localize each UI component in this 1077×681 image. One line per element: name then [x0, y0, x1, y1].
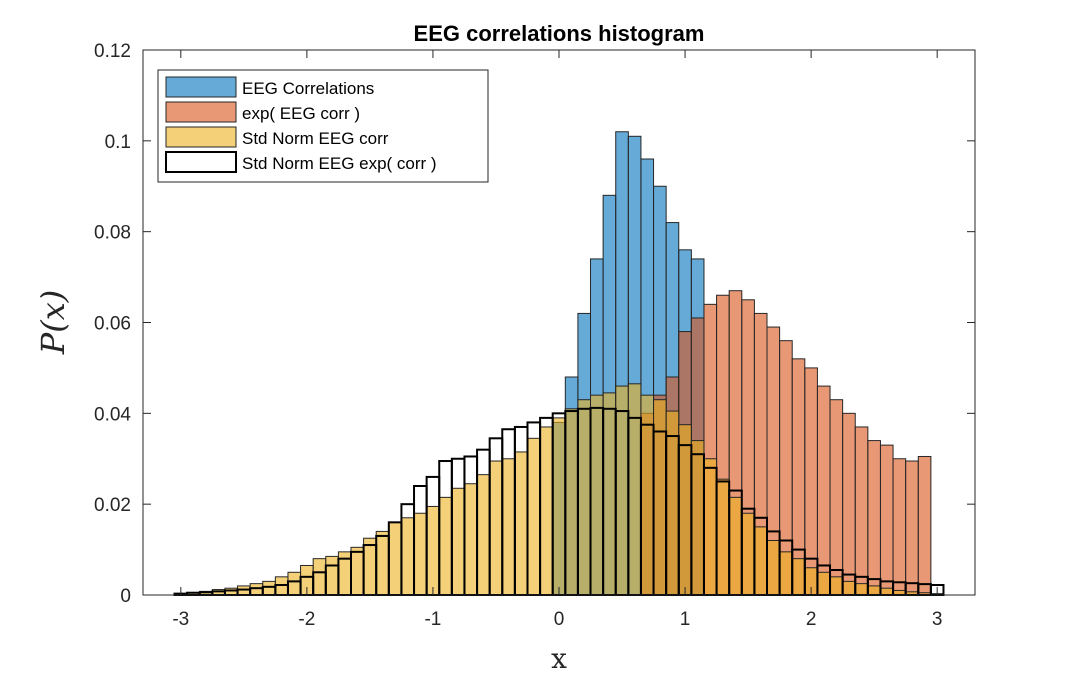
- histogram-bar: [879, 444, 894, 596]
- legend-label: EEG Correlations: [242, 79, 374, 98]
- histogram-bar: [526, 437, 541, 596]
- histogram-bar: [627, 383, 642, 596]
- histogram-bar: [816, 571, 831, 596]
- histogram-bar: [829, 399, 844, 596]
- histogram-bar: [615, 385, 629, 596]
- histogram-bar: [426, 505, 440, 596]
- y-tick-label: 0.02: [94, 495, 131, 516]
- histogram-bar: [476, 474, 491, 596]
- x-tick-label: -2: [298, 609, 315, 630]
- histogram-bar: [514, 451, 528, 596]
- histogram-bar: [753, 526, 768, 596]
- histogram-bar: [501, 458, 516, 596]
- histogram-bar: [804, 367, 818, 596]
- histogram-bar: [388, 521, 402, 596]
- x-tick-label: -1: [424, 609, 441, 630]
- histogram-bar: [816, 385, 831, 596]
- legend-swatch: [165, 76, 237, 98]
- histogram-bar: [791, 558, 806, 596]
- histogram-bar: [451, 487, 465, 596]
- histogram-bar: [703, 458, 718, 596]
- x-tick-label: 3: [932, 609, 943, 630]
- histogram-bar: [842, 580, 856, 596]
- histogram-bar: [539, 426, 554, 596]
- y-tick-label: 0: [120, 586, 131, 607]
- histogram-bar: [905, 460, 919, 596]
- legend-label: Std Norm EEG corr: [242, 129, 389, 148]
- histogram-bar: [879, 587, 894, 596]
- histogram-bar: [653, 399, 667, 596]
- histogram-bar: [577, 399, 592, 596]
- legend-swatch: [165, 151, 237, 173]
- histogram-bar: [779, 551, 793, 596]
- histogram-bar: [463, 483, 478, 596]
- histogram-bar: [842, 412, 856, 596]
- histogram-bar: [917, 455, 932, 596]
- histogram-bar: [287, 571, 302, 596]
- histogram-bar: [312, 558, 327, 596]
- histogram-bar: [690, 440, 705, 596]
- histogram-bar: [741, 512, 755, 596]
- histogram-bar: [438, 496, 453, 596]
- histogram-bar: [350, 546, 365, 596]
- y-tick-label: 0.04: [94, 404, 131, 425]
- x-tick-label: 0: [554, 609, 565, 630]
- histogram-bar: [552, 417, 566, 596]
- bars-layer: [173, 131, 945, 597]
- histogram-bar: [716, 478, 730, 596]
- histogram-bar: [262, 580, 276, 596]
- histogram-bar: [249, 583, 264, 596]
- chart-title: EEG correlations histogram: [414, 21, 705, 46]
- histogram-bar: [665, 410, 680, 596]
- x-axis-label: x: [551, 642, 567, 675]
- y-tick-label: 0.08: [94, 223, 131, 244]
- histogram-bar: [829, 576, 844, 596]
- histogram-bar: [325, 555, 339, 596]
- y-tick-label: 0.1: [105, 132, 131, 153]
- y-axis-label: P(x): [34, 290, 72, 356]
- ticks-layer: -3 -2 -1 0 1 2 3 0 0.02 0.04 0.06 0.08 0.1 0.12: [94, 41, 975, 630]
- histogram-bar: [400, 517, 415, 596]
- histogram-bar: [854, 426, 869, 596]
- histogram-bar: [564, 408, 579, 596]
- legend-swatch: [165, 101, 237, 123]
- histogram-bar: [489, 460, 503, 596]
- histogram-bar: [363, 537, 377, 596]
- histogram-bar: [854, 583, 869, 596]
- x-tick-label: 1: [680, 609, 691, 630]
- histogram-bar: [590, 394, 604, 596]
- histogram-bar: [375, 530, 390, 596]
- x-tick-label: 2: [806, 609, 817, 630]
- histogram-bar: [728, 496, 743, 596]
- y-tick-label: 0.06: [94, 314, 131, 335]
- histogram-bar: [413, 512, 428, 596]
- legend-label: Std Norm EEG exp( corr ): [242, 154, 437, 173]
- histogram-bar: [766, 540, 781, 596]
- legend: EEG Correlations exp( EEG corr ) Std Norm …: [157, 69, 489, 183]
- series-2: [174, 383, 944, 596]
- histogram-bar: [867, 585, 881, 596]
- legend-swatch: [165, 126, 237, 148]
- histogram-bar: [892, 458, 907, 596]
- histogram-bar: [678, 424, 692, 596]
- x-tick-label: -3: [172, 609, 189, 630]
- y-tick-label: 0.12: [94, 41, 131, 62]
- histogram-bar: [867, 440, 881, 596]
- histogram-bar: [224, 587, 239, 596]
- legend-label: exp( EEG corr ): [242, 104, 360, 123]
- histogram-bar: [602, 392, 617, 596]
